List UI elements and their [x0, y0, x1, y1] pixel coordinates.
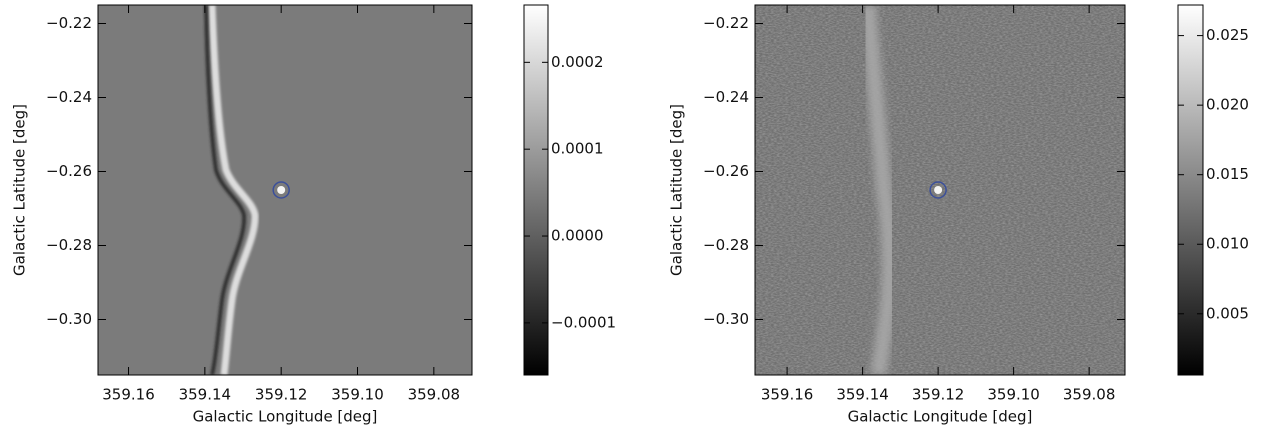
y-tick-label: −0.28: [703, 236, 749, 254]
source-glow: [934, 186, 943, 194]
x-tick-label: 359.10: [987, 386, 1040, 404]
colorbar-tick-label: 0.0001: [551, 140, 604, 158]
x-tick-label: 359.16: [761, 386, 814, 404]
y-tick-label: −0.24: [46, 88, 92, 106]
filament: [860, 5, 898, 375]
y-axis-label: Galactic Latitude [deg]: [11, 104, 29, 276]
plot-frame: [754, 4, 1126, 376]
filament: [204, 5, 247, 375]
x-tick-label: 359.08: [408, 386, 461, 404]
source-marker: [929, 181, 947, 199]
colorbar: [523, 4, 549, 376]
y-tick-label: −0.24: [703, 88, 749, 106]
x-tick-label: 359.12: [912, 386, 965, 404]
y-tick-label: −0.30: [703, 310, 749, 328]
y-tick-label: −0.22: [46, 14, 92, 32]
colorbar-tick-label: 0.0002: [551, 53, 604, 71]
source-glow: [277, 186, 286, 194]
image: [755, 5, 1125, 375]
y-axis-label: Galactic Latitude [deg]: [668, 104, 686, 276]
colorbar-tick-label: 0.010: [1206, 235, 1249, 253]
colorbar: [1177, 4, 1204, 376]
x-tick-label: 359.16: [102, 386, 155, 404]
colorbar-tick-label: 0.015: [1206, 165, 1249, 183]
x-tick-label: 359.10: [331, 386, 384, 404]
filament: [208, 5, 259, 375]
colorbar-tick-label: 0.020: [1206, 96, 1249, 114]
x-tick-label: 359.14: [836, 386, 889, 404]
x-axis-label: Galactic Longitude [deg]: [848, 408, 1033, 426]
x-tick-label: 359.08: [1063, 386, 1116, 404]
y-tick-label: −0.26: [46, 162, 92, 180]
x-axis-label: Galactic Longitude [deg]: [193, 408, 378, 426]
source-marker: [272, 181, 290, 199]
y-tick-label: −0.22: [703, 14, 749, 32]
colorbar-tick-label: 0.025: [1206, 26, 1249, 44]
x-tick-label: 359.14: [179, 386, 232, 404]
y-tick-label: −0.26: [703, 162, 749, 180]
y-tick-label: −0.30: [46, 310, 92, 328]
x-tick-label: 359.12: [255, 386, 308, 404]
colorbar-tick-label: −0.0001: [551, 313, 616, 331]
colorbar-tick-label: 0.0000: [551, 227, 604, 245]
colorbar-tick-label: 0.005: [1206, 304, 1249, 322]
plot-frame: [97, 4, 473, 376]
y-tick-label: −0.28: [46, 236, 92, 254]
image: [98, 5, 472, 375]
